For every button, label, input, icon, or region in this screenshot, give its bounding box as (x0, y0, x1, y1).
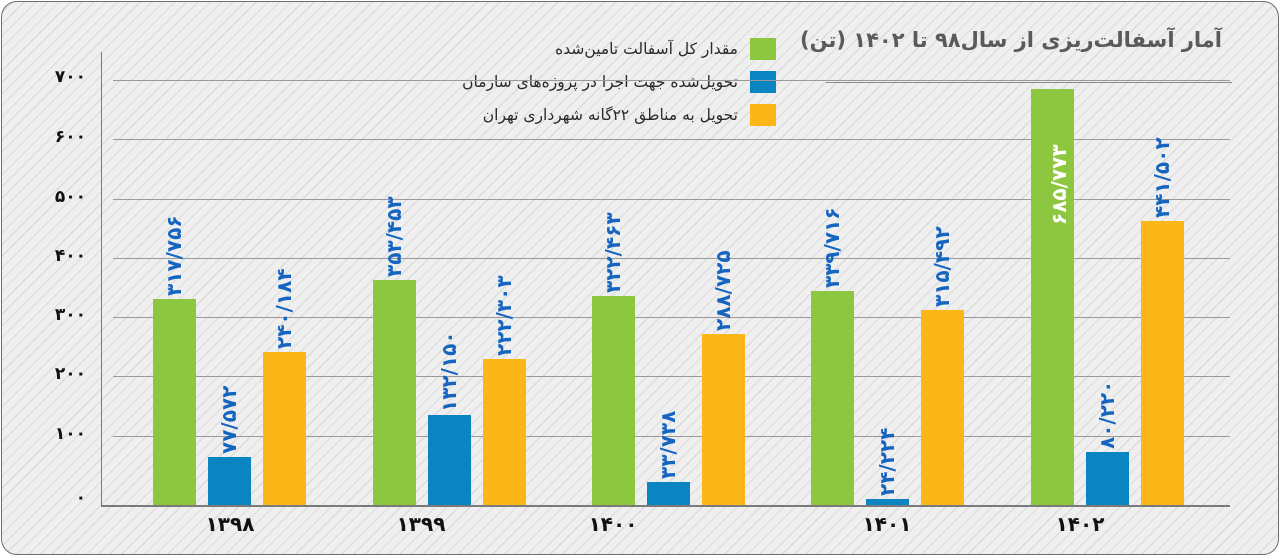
y-tick: ۰ (75, 488, 86, 508)
bar-label: ۷۷/۵۷۲ (217, 385, 241, 454)
legend-swatch-blue (750, 70, 776, 93)
chart-title: آمار آسفالت‌ریزی از سال۹۸ تا ۱۴۰۲ (تن) (799, 28, 1222, 52)
x-tick: ۱۳۹۹ (396, 512, 446, 536)
bar-label: ۴۴۱/۵۰۲ (1150, 137, 1174, 218)
bar-1399-districts (483, 359, 526, 505)
bar-1399-projects (428, 415, 471, 505)
gridline-100 (113, 436, 1230, 437)
bar-1401-total (811, 291, 854, 505)
gridline-200 (113, 376, 1230, 377)
y-tick: ۵۰۰ (54, 187, 86, 207)
y-tick: ۶۰۰ (54, 127, 86, 147)
y-tick: ۲۰۰ (54, 364, 86, 384)
x-tick: ۱۳۹۸ (205, 512, 255, 536)
gridline-400 (113, 258, 1230, 259)
y-tick: ۴۰۰ (54, 246, 86, 266)
y-axis (101, 52, 102, 506)
bar-label: ۳۲۲/۴۶۳ (601, 212, 625, 293)
legend: مقدار کل آسفالت تامین‌شده تحویل‌شده جهت … (462, 32, 776, 131)
bar-1400-total (592, 296, 635, 505)
x-tick: ۱۴۰۰ (588, 512, 638, 536)
legend-swatch-green (750, 37, 776, 60)
bar-1398-projects (208, 457, 251, 505)
bar-label: ۸۰/۲۲۰ (1095, 380, 1119, 449)
gridline-600 (113, 139, 1230, 140)
legend-label: تحویل به مناطق ۲۲گانه شهرداری تهران (482, 105, 738, 124)
bar-label: ۲۴/۲۲۴ (875, 427, 899, 496)
bar-1401-districts (921, 310, 964, 505)
bar-label: ۲۸۸/۷۲۵ (711, 250, 735, 331)
gridline-700 (113, 80, 1230, 81)
y-tick: ۱۰۰ (54, 424, 86, 444)
legend-item-total: مقدار کل آسفالت تامین‌شده (462, 32, 776, 65)
legend-item-districts: تحویل به مناطق ۲۲گانه شهرداری تهران (462, 98, 776, 131)
bar-1398-districts (263, 352, 306, 505)
bar-1398-total (153, 299, 196, 505)
bar-label: ۳۳۹/۷۱۶ (820, 207, 844, 288)
bar-1402-total (1031, 89, 1074, 505)
bar-label: ۲۲۲/۳۰۳ (492, 275, 516, 356)
title-divider (826, 82, 1232, 83)
gridline-300 (113, 317, 1230, 318)
x-tick: ۱۴۰۲ (1055, 512, 1105, 536)
x-tick: ۱۴۰۱ (862, 512, 912, 536)
bar-label: ۳۱۷/۷۵۶ (162, 215, 186, 296)
bar-label: ۳۵۳/۴۵۳ (382, 196, 406, 277)
legend-swatch-orange (750, 103, 776, 126)
bar-1402-projects (1086, 452, 1129, 505)
gridline-500 (113, 199, 1230, 200)
bar-label: ۳۳/۷۳۸ (656, 410, 680, 479)
bar-label: ۶۸۵/۷۷۳ (1047, 144, 1071, 225)
y-tick: ۷۰۰ (54, 67, 86, 87)
bar-label: ۳۱۵/۴۹۲ (930, 226, 954, 307)
legend-item-projects: تحویل‌شده جهت اجرا در پروژه‌های سازمان (462, 65, 776, 98)
legend-label: تحویل‌شده جهت اجرا در پروژه‌های سازمان (462, 72, 738, 91)
bar-1402-districts (1141, 221, 1184, 505)
x-axis (101, 505, 1230, 507)
bar-1400-districts (702, 334, 745, 505)
bar-label: ۱۳۲/۱۵۰ (437, 331, 461, 412)
bar-label: ۲۴۰/۱۸۴ (272, 268, 296, 349)
y-tick: ۳۰۰ (54, 305, 86, 325)
legend-label: مقدار کل آسفالت تامین‌شده (555, 39, 738, 58)
bar-1401-projects (866, 499, 909, 505)
bar-1400-projects (647, 482, 690, 505)
bar-1399-total (373, 280, 416, 505)
